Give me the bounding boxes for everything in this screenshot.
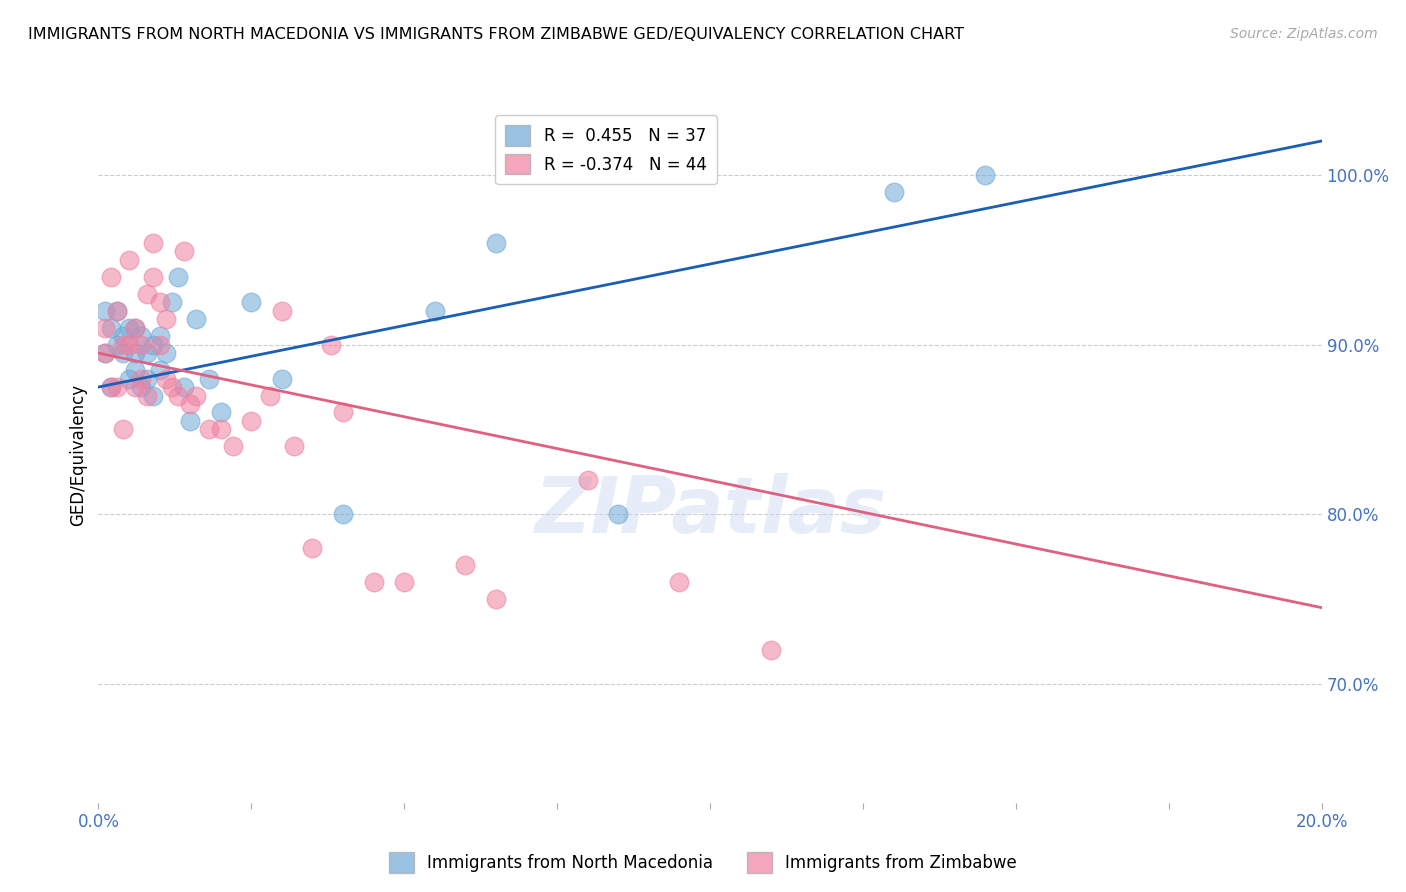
Point	[149, 337, 172, 351]
Point	[222, 439, 245, 453]
Point	[209, 405, 232, 419]
Point	[124, 380, 146, 394]
Point	[118, 320, 141, 334]
Point	[270, 371, 292, 385]
Point	[93, 303, 115, 318]
Point	[270, 303, 292, 318]
Point	[186, 388, 208, 402]
Point	[155, 312, 177, 326]
Point	[173, 244, 195, 259]
Point	[142, 337, 165, 351]
Point	[136, 371, 159, 385]
Point	[155, 346, 177, 360]
Point	[142, 269, 165, 284]
Point	[179, 414, 201, 428]
Point	[160, 295, 183, 310]
Point	[149, 363, 172, 377]
Point	[167, 388, 190, 402]
Text: IMMIGRANTS FROM NORTH MACEDONIA VS IMMIGRANTS FROM ZIMBABWE GED/EQUIVALENCY CORR: IMMIGRANTS FROM NORTH MACEDONIA VS IMMIG…	[28, 27, 965, 42]
Point	[332, 405, 354, 419]
Point	[363, 575, 385, 590]
Point	[105, 303, 128, 318]
Point	[93, 346, 115, 360]
Point	[111, 329, 134, 343]
Point	[155, 371, 177, 385]
Point	[259, 388, 281, 402]
Point	[423, 303, 446, 318]
Point	[301, 541, 323, 556]
Legend: R =  0.455   N = 37, R = -0.374   N = 44: R = 0.455 N = 37, R = -0.374 N = 44	[495, 115, 717, 185]
Point	[142, 235, 165, 250]
Point	[186, 312, 208, 326]
Y-axis label: GED/Equivalency: GED/Equivalency	[69, 384, 87, 526]
Point	[197, 422, 219, 436]
Point	[100, 380, 122, 394]
Point	[105, 380, 128, 394]
Point	[124, 346, 146, 360]
Point	[668, 575, 690, 590]
Point	[883, 185, 905, 199]
Point	[129, 371, 152, 385]
Point	[100, 320, 122, 334]
Point	[332, 508, 354, 522]
Point	[576, 474, 599, 488]
Point	[173, 380, 195, 394]
Text: ZIPatlas: ZIPatlas	[534, 473, 886, 549]
Point	[209, 422, 232, 436]
Point	[111, 346, 134, 360]
Point	[118, 337, 141, 351]
Point	[100, 380, 122, 394]
Point	[118, 252, 141, 267]
Point	[974, 168, 997, 182]
Point	[454, 558, 477, 573]
Point	[485, 235, 508, 250]
Point	[607, 508, 630, 522]
Point	[319, 337, 342, 351]
Point	[149, 295, 172, 310]
Point	[160, 380, 183, 394]
Point	[179, 397, 201, 411]
Point	[392, 575, 416, 590]
Point	[240, 414, 263, 428]
Point	[111, 337, 134, 351]
Point	[129, 337, 152, 351]
Point	[167, 269, 190, 284]
Point	[124, 363, 146, 377]
Point	[105, 337, 128, 351]
Point	[485, 592, 508, 607]
Text: Source: ZipAtlas.com: Source: ZipAtlas.com	[1230, 27, 1378, 41]
Point	[100, 269, 122, 284]
Point	[283, 439, 305, 453]
Point	[129, 380, 152, 394]
Point	[129, 329, 152, 343]
Point	[124, 320, 146, 334]
Point	[124, 320, 146, 334]
Point	[93, 320, 115, 334]
Point	[136, 388, 159, 402]
Point	[111, 422, 134, 436]
Point	[197, 371, 219, 385]
Point	[118, 371, 141, 385]
Point	[149, 329, 172, 343]
Point	[136, 286, 159, 301]
Legend: Immigrants from North Macedonia, Immigrants from Zimbabwe: Immigrants from North Macedonia, Immigra…	[382, 846, 1024, 880]
Point	[240, 295, 263, 310]
Point	[105, 303, 128, 318]
Point	[136, 346, 159, 360]
Point	[142, 388, 165, 402]
Point	[93, 346, 115, 360]
Point	[759, 643, 782, 657]
